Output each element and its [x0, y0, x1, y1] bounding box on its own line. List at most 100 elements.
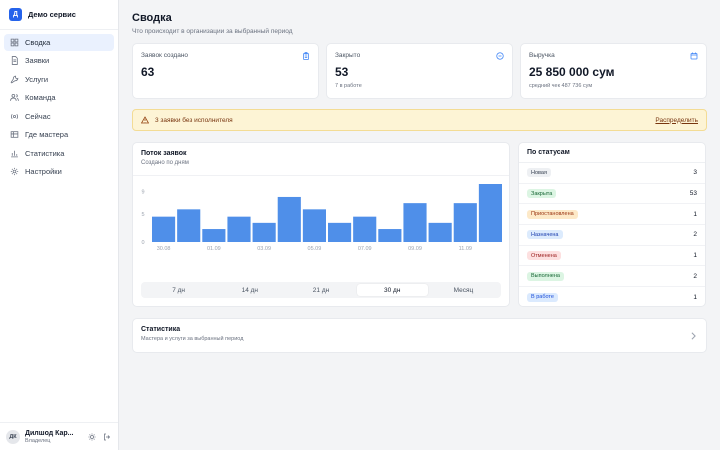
sidebar-item-gear[interactable]: Настройки [4, 163, 114, 180]
status-count: 3 [693, 169, 697, 177]
kpi-note: средний чек 487 736 сум [529, 83, 593, 89]
range-button[interactable]: 7 дн [172, 286, 185, 294]
charts-row: Поток заявок Создано по дням 0 5 9 30.08 01.… [132, 142, 707, 307]
bar-02.09[interactable] [227, 216, 251, 242]
bar-10.09[interactable] [428, 222, 452, 242]
check-circle-icon [496, 52, 504, 60]
status-badge: Закрыта [527, 189, 557, 199]
kpi-value: 53 [335, 65, 349, 79]
bar-12.09[interactable] [478, 184, 502, 242]
chevron-right-icon [690, 332, 697, 340]
y-tick-label: 0 [141, 240, 144, 246]
x-tick-label: 01.09 [207, 246, 221, 252]
x-tick-label: 07.09 [358, 246, 372, 252]
status-card: По статусам Новая 3 Закрыта 53 Приостановлен… [518, 142, 706, 307]
user-info: Дилшод Кар... Владелец [25, 430, 82, 444]
sidebar-item-label: Настройки [25, 167, 62, 176]
sidebar-item-users[interactable]: Команда [4, 89, 114, 106]
status-row[interactable]: В работе 1 [519, 287, 705, 308]
status-badge: Новая [527, 168, 551, 178]
bar-06.09[interactable] [328, 222, 352, 242]
x-tick-label: 09.09 [408, 246, 422, 252]
page-title: Сводка [132, 12, 172, 24]
bar-30.08[interactable] [152, 216, 176, 242]
sidebar-item-wrench[interactable]: Услуги [4, 71, 114, 88]
bar-05.09[interactable] [302, 209, 326, 242]
sidebar-item-radio[interactable]: Сейчас [4, 108, 114, 125]
brand-logo: Д [9, 8, 22, 21]
y-tick-label: 9 [141, 189, 144, 195]
sidebar-nav: Сводка Заявки Услуги Команда Сейчас Где масте… [0, 30, 118, 184]
flow-title: Поток заявок [141, 150, 187, 157]
status-list: Новая 3 Закрыта 53 Приостановлена 1 Назначена 2… [519, 163, 705, 308]
range-selector: 7 дн 14 дн 21 дн 30 дн Месяц [141, 282, 501, 298]
page-subtitle: Что происходит в организации за выбранны… [132, 28, 293, 35]
brand[interactable]: Д Демо сервис [0, 0, 118, 30]
range-button[interactable]: 30 дн [356, 284, 428, 296]
status-count: 2 [693, 272, 697, 280]
kpi-row: Заявок создано 63 Закрыто 53 7 в работе Выруч… [132, 43, 707, 99]
kpi-value: 63 [141, 65, 155, 79]
clipboard-icon [302, 52, 310, 60]
bar-04.09[interactable] [277, 196, 301, 242]
y-tick-label: 5 [141, 212, 144, 218]
status-count: 1 [693, 252, 697, 260]
sun-icon[interactable] [87, 432, 97, 442]
radio-icon [10, 112, 19, 121]
sidebar-item-document[interactable]: Заявки [4, 52, 114, 69]
status-badge: Выполнена [527, 271, 564, 281]
x-tick-label: 11.09 [459, 246, 472, 252]
status-badge: Назначена [527, 230, 563, 240]
status-row[interactable]: Закрыта 53 [519, 184, 705, 205]
status-badge: Приостановлена [527, 209, 578, 219]
bar-09.09[interactable] [403, 203, 427, 242]
x-tick-label: 03.09 [257, 246, 271, 252]
status-row[interactable]: Новая 3 [519, 163, 705, 184]
range-button[interactable]: 21 дн [312, 286, 330, 294]
range-button[interactable]: Месяц [453, 286, 474, 294]
statistics-title: Статистика [141, 326, 181, 333]
users-icon [10, 93, 19, 102]
status-row[interactable]: Выполнена 2 [519, 266, 705, 288]
range-button[interactable]: 14 дн [241, 286, 259, 294]
document-icon [10, 56, 19, 65]
bar-31.08[interactable] [177, 209, 201, 242]
status-badge: В работе [527, 292, 558, 302]
sidebar-item-dashboard[interactable]: Сводка [4, 33, 114, 51]
gear-icon [10, 167, 19, 176]
bar-chart: 0 5 9 30.08 01.09 03.09 05.09 07.09 09.09 11.09 [141, 184, 502, 252]
sidebar-item-label: Статистика [25, 148, 65, 158]
status-row[interactable]: Назначена 2 [519, 225, 705, 246]
sidebar-item-map[interactable]: Где мастера [4, 126, 114, 143]
kpi-value: 25 850 000 сум [529, 65, 615, 79]
sidebar-item-label: Сводка [25, 37, 51, 47]
status-count: 1 [693, 210, 697, 218]
warning-icon [140, 116, 150, 124]
kpi-card: Заявок создано 63 [132, 43, 319, 99]
sidebar-item-bar-chart[interactable]: Статистика [4, 145, 114, 162]
status-count: 1 [693, 293, 697, 301]
main-content: Сводка Что происходит в организации за в… [119, 0, 720, 450]
kpi-label: Выручка [529, 52, 555, 59]
kpi-card: Выручка 25 850 000 сум средний чек 487 736… [520, 43, 707, 99]
bar-03.09[interactable] [252, 222, 276, 242]
flow-chart: 0 5 9 30.08 01.09 03.09 05.09 07.09 09.09 11.09 [133, 175, 509, 263]
status-row[interactable]: Приостановлена 1 [519, 204, 705, 226]
bar-08.09[interactable] [378, 229, 402, 242]
distribute-link[interactable]: Распределить [655, 116, 698, 124]
user-name: Дилшод Кар... [25, 429, 74, 437]
statistics-subtitle: Мастера и услуги за выбранный период [141, 336, 244, 342]
bar-07.09[interactable] [353, 216, 377, 242]
logout-icon[interactable] [102, 432, 112, 442]
sidebar-item-label: Услуги [25, 74, 49, 84]
status-row[interactable]: Отменена 1 [519, 246, 705, 267]
statistics-card[interactable]: Статистика Мастера и услуги за выбранный… [132, 318, 707, 353]
status-count: 53 [689, 190, 697, 198]
avatar[interactable]: ДК [6, 429, 20, 444]
unassigned-alert: 3 заявки без исполнителя Распределить [132, 109, 707, 131]
sidebar-item-label: Где мастера [25, 130, 69, 139]
x-tick-label: 05.09 [308, 246, 322, 252]
bar-01.09[interactable] [202, 229, 226, 242]
bar-11.09[interactable] [453, 203, 477, 242]
user-role: Владелец [25, 437, 51, 444]
